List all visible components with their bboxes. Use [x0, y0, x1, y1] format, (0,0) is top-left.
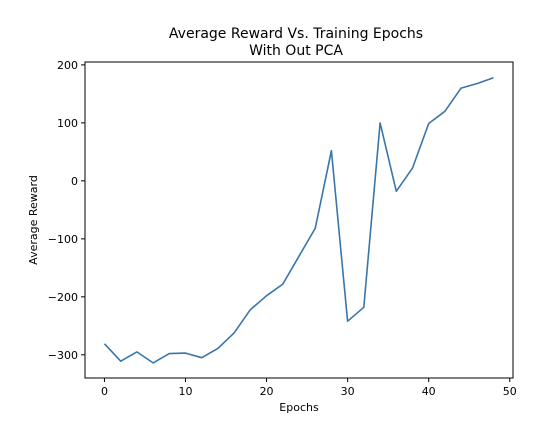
x-tick-label: 30	[341, 385, 355, 398]
y-tick-label: −100	[48, 233, 78, 246]
chart-title-line-2: With Out PCA	[249, 43, 343, 59]
plot-frame	[84, 61, 514, 379]
average-reward-line	[103, 76, 494, 364]
y-tick-label: 100	[57, 117, 78, 130]
y-tick-label: −300	[48, 349, 78, 362]
x-axis-label: Epochs	[279, 401, 319, 414]
y-axis-ticks: −300 −200 −100 0 100 200	[48, 59, 85, 362]
x-tick-label: 10	[179, 385, 193, 398]
chart-title-line-1: Average Reward Vs. Training Epochs	[169, 26, 423, 42]
y-tick-label: −200	[48, 291, 78, 304]
x-tick-label: 20	[260, 385, 274, 398]
y-tick-label: 0	[71, 175, 78, 188]
x-tick-label: 0	[101, 385, 108, 398]
x-tick-label: 40	[422, 385, 436, 398]
y-tick-label: 200	[57, 59, 78, 72]
x-axis-ticks: 0 10 20 30 40 50	[101, 378, 517, 398]
y-axis-label: Average Reward	[27, 175, 40, 265]
x-tick-label: 50	[503, 385, 517, 398]
